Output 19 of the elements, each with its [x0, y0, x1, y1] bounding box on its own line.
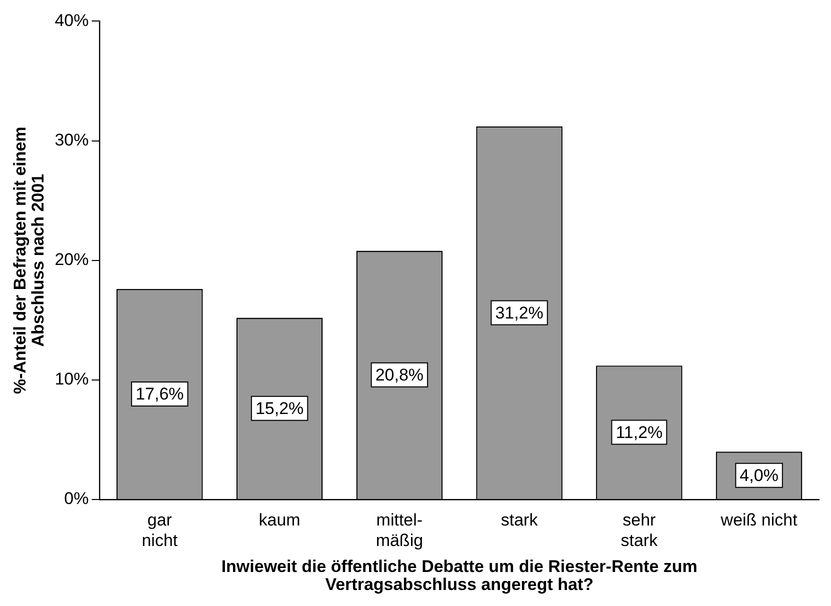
- data-label: 17,6%: [136, 384, 184, 404]
- x-tick-label: kaum: [258, 510, 300, 530]
- data-label: 31,2%: [495, 303, 544, 322]
- y-tick-label: 20%: [54, 250, 89, 270]
- x-tick-label: weiß nicht: [720, 510, 798, 530]
- data-label: 4,0%: [740, 466, 778, 486]
- y-tick-label: 10%: [54, 370, 89, 389]
- data-label: 11,2%: [616, 422, 663, 442]
- y-axis-title: %-Anteil der Befragten mit einem Abschluss nach 2001: [10, 126, 48, 394]
- y-tick-label: 30%: [54, 130, 89, 150]
- y-tick-label: 0%: [64, 489, 89, 508]
- x-tick-label: stark: [500, 510, 538, 530]
- x-axis-title: Inwieweit die öffentliche Debatte um die Riester-Rente zum Vertragsabschluss angeregt hat?: [221, 556, 698, 594]
- x-tick-label: gar nicht: [142, 510, 178, 550]
- y-tick-label: 40%: [54, 10, 89, 30]
- data-label: 20,8%: [375, 366, 424, 385]
- x-tick-label: mittel- mäßig: [376, 510, 424, 550]
- data-label: 15,2%: [255, 399, 304, 418]
- x-tick-label: sehr stark: [620, 510, 658, 550]
